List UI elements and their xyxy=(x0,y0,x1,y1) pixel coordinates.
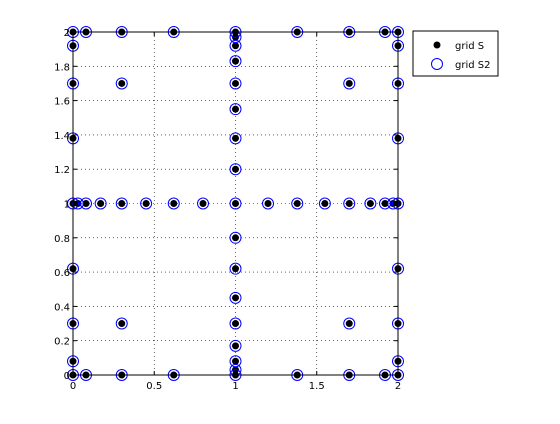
grid-s2-point xyxy=(115,317,128,330)
grid-s2-point xyxy=(262,197,274,210)
grid-s-point xyxy=(97,200,105,207)
grid-s2-point xyxy=(343,317,356,330)
grid-s2-point xyxy=(71,197,84,210)
y-tick-label: 0.2 xyxy=(54,337,70,348)
legend-box xyxy=(412,30,499,77)
grid-s-point xyxy=(321,200,329,207)
grid-s2-point xyxy=(197,197,209,210)
x-tick-labels: 0 0.5 1 1.5 2 xyxy=(70,381,401,392)
legend-marker-grid-s xyxy=(433,41,441,49)
y-tick-label: 0.8 xyxy=(54,234,70,245)
grid-s-point xyxy=(232,165,239,173)
y-tick-label: 1 xyxy=(64,200,70,211)
grid-s-point xyxy=(232,42,239,50)
legend-label-grid-s: grid S xyxy=(455,41,484,52)
grid-s2-point xyxy=(387,197,400,210)
grid-s-point xyxy=(199,200,207,207)
grid-s-point xyxy=(232,134,239,142)
grid-s-point xyxy=(232,265,239,273)
grid-s2-point xyxy=(140,197,153,210)
grid-s2-point xyxy=(229,163,242,176)
grid-s2-point xyxy=(229,197,242,210)
grid-s2-point xyxy=(229,55,242,68)
y-tick-label: 1.4 xyxy=(54,131,70,142)
grid-s2-point xyxy=(379,197,391,210)
grid-s-point xyxy=(232,342,239,350)
y-tick-label: 1.2 xyxy=(54,165,70,176)
grid-s2-point xyxy=(229,132,242,145)
grid-s-point xyxy=(118,320,126,328)
grid-s2-point xyxy=(291,197,304,210)
grid-s-point xyxy=(82,200,90,207)
grid-s-point xyxy=(345,79,353,87)
grid-s2-point xyxy=(229,339,242,352)
grid-s2-point xyxy=(229,103,242,116)
grid-s2-point xyxy=(364,197,377,210)
y-tick-label: 0.6 xyxy=(54,268,70,279)
x-tick-label: 1.5 xyxy=(309,381,325,392)
grid-s-point xyxy=(366,200,374,207)
grid-s-point xyxy=(293,200,301,207)
grid-s2-point xyxy=(343,77,356,90)
grid-s2-point xyxy=(80,197,92,210)
grid-s-point xyxy=(118,79,126,87)
grid-s-point xyxy=(345,200,353,207)
grid-s-point xyxy=(232,357,239,365)
grid-s-point xyxy=(74,200,82,207)
y-tick-label: 0.4 xyxy=(54,302,70,313)
y-tick-label: 1.8 xyxy=(54,62,70,73)
grid-s2-point xyxy=(167,197,180,210)
grid-s2-point xyxy=(318,197,331,210)
grid-s-point xyxy=(232,105,239,113)
grid-s-point xyxy=(170,200,178,207)
grid-s-point xyxy=(389,200,397,207)
axes-box xyxy=(72,31,399,376)
series-grid-s xyxy=(69,28,402,379)
grid-s2-point xyxy=(229,317,242,330)
grid-s-point xyxy=(232,234,239,242)
y-tick-labels: 0 0.2 0.4 0.6 0.8 1 1.2 1.4 1.6 1.8 2 xyxy=(54,28,70,382)
x-tick-label: 2 xyxy=(395,381,401,392)
legend-label-grid-s2: grid S2 xyxy=(455,60,490,71)
grid-s-point xyxy=(232,57,239,65)
grid-s-point xyxy=(232,294,239,302)
legend-marker-grid-s2 xyxy=(431,58,443,70)
grid-s2-point xyxy=(343,197,356,210)
grid-s2-point xyxy=(229,231,242,244)
grid-s-point xyxy=(232,320,239,328)
grid-s2-point xyxy=(229,39,242,52)
grid-s-point xyxy=(118,200,126,207)
grid-s2-point xyxy=(115,77,128,90)
x-tick-label: 0.5 xyxy=(146,381,162,392)
grid-s2-point xyxy=(229,355,242,368)
x-tick-label: 0 xyxy=(70,381,76,392)
x-tick-label: 1 xyxy=(232,381,238,392)
grid-s-point xyxy=(264,200,272,207)
grid-s-point xyxy=(232,79,239,87)
grid-s-point xyxy=(142,200,150,207)
y-tick-label: 0 xyxy=(64,371,70,382)
legend: grid S grid S2 xyxy=(412,30,499,77)
y-tick-label: 1.6 xyxy=(54,97,70,108)
grid-s-point xyxy=(345,320,353,328)
grid-s-point xyxy=(232,200,239,207)
grid-s2-point xyxy=(229,262,242,275)
grid-s2-point xyxy=(94,197,107,210)
grid-s2-point xyxy=(229,77,242,90)
grid-s2-point xyxy=(115,197,128,210)
grid-s2-point xyxy=(229,291,242,304)
y-tick-label: 2 xyxy=(64,28,70,39)
grid-s-point xyxy=(381,200,389,207)
